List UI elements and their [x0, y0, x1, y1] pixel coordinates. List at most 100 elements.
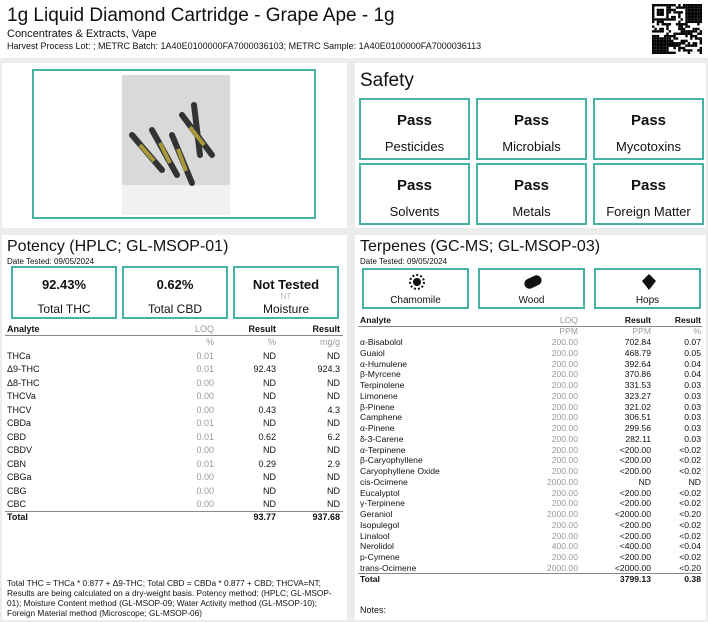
- cell: ND: [327, 472, 340, 483]
- test-status: Pass: [396, 112, 433, 129]
- safety-test: Pass Metals: [476, 163, 587, 225]
- test-name: Solvents: [389, 204, 440, 219]
- cell: ND: [327, 445, 340, 456]
- section-title: Safety: [360, 70, 414, 91]
- safety-test: Pass Pesticides: [359, 98, 470, 160]
- cell: Caryophyllene Oxide: [360, 466, 440, 476]
- cell: 0.03: [684, 390, 701, 401]
- cell: CBGa: [7, 472, 32, 483]
- cell: <200.00: [619, 552, 651, 562]
- header: 1g Liquid Diamond Cartridge - Grape Ape …: [0, 0, 708, 58]
- cell: 200.00: [551, 487, 578, 498]
- subtitle: Concentrates & Extracts, Vape: [7, 28, 157, 40]
- cell: ND: [688, 476, 701, 487]
- safety-test: Pass Solvents: [359, 163, 470, 225]
- cell: 0.00: [196, 498, 214, 509]
- cell: 0.01: [196, 458, 214, 469]
- column-header: Result: [674, 315, 701, 325]
- cell: ND: [263, 391, 276, 402]
- unit: PPM: [559, 326, 578, 336]
- cell: 0.03: [684, 412, 701, 423]
- cell: <0.02: [679, 444, 701, 455]
- cell: 200.00: [551, 423, 578, 433]
- test-status: Pass: [513, 112, 550, 129]
- cell: <0.02: [679, 455, 701, 466]
- safety-test: Pass Microbials: [476, 98, 587, 160]
- cell: 200.00: [551, 552, 578, 562]
- safety-panel: Safety Pass Pesticides Pass Microbials Pass M…: [355, 63, 706, 228]
- cell: 392.64: [624, 358, 651, 369]
- summary-box: Not Tested NT Moisture: [233, 266, 339, 319]
- cell: <0.02: [679, 487, 701, 498]
- cell: 0.03: [684, 433, 701, 444]
- qr-code: [652, 4, 702, 54]
- aroma-icon: [409, 274, 425, 290]
- batch-info: Harvest Process Lot: ; METRC Batch: 1A40…: [7, 41, 482, 51]
- cell: 702.84: [624, 337, 651, 347]
- cell: 200.00: [551, 466, 578, 476]
- cell: ND: [327, 351, 340, 361]
- cell: 92.43: [253, 364, 276, 375]
- cell: 0.43: [258, 404, 276, 415]
- cell: <200.00: [619, 530, 651, 541]
- cell: 0.62: [258, 431, 276, 442]
- cell: 0.07: [684, 337, 701, 347]
- cell: α-Bisabolol: [360, 337, 403, 347]
- cell: 200.00: [551, 380, 578, 390]
- cell: 200.00: [551, 390, 578, 401]
- column-header: Result: [248, 324, 276, 334]
- cell: <200.00: [619, 444, 651, 455]
- cell: <0.02: [679, 519, 701, 530]
- cell: <0.20: [679, 509, 701, 519]
- cell: Geraniol: [360, 509, 393, 519]
- potency-panel: Potency (HPLC; GL-MSOP-01) Date Tested: …: [2, 235, 347, 620]
- cell: α-Terpinene: [360, 444, 406, 455]
- cell: <200.00: [619, 519, 651, 530]
- aroma-box: Hops: [594, 268, 701, 309]
- aroma-icon: [524, 275, 542, 289]
- cell: ND: [263, 445, 276, 456]
- cell: ND: [263, 485, 276, 496]
- footnote: Results are being calculated on a dry-we…: [7, 588, 332, 598]
- cell: 200.00: [551, 433, 578, 444]
- cell: CBD: [7, 431, 27, 442]
- summary-box: 92.43% Total THC: [11, 266, 117, 319]
- cell: 0.03: [684, 423, 701, 433]
- cell: 0.00: [196, 391, 214, 402]
- cell: 0.01: [196, 351, 214, 361]
- cell: ND: [263, 351, 276, 361]
- notes: Notes:: [360, 605, 387, 615]
- cell: 200.00: [551, 444, 578, 455]
- cell: Nerolidol: [360, 541, 394, 552]
- cell: γ-Terpinene: [360, 498, 405, 509]
- cell: CBC: [7, 498, 27, 509]
- safety-test: Pass Mycotoxins: [593, 98, 704, 160]
- cell: 400.00: [551, 541, 578, 552]
- total-cell: 3799.13: [619, 573, 651, 584]
- cell: 0.01: [196, 364, 214, 375]
- column-header: LOQ: [194, 324, 214, 334]
- cell: <0.02: [679, 466, 701, 476]
- cell: <0.04: [679, 541, 701, 552]
- column-header: Analyte: [360, 315, 392, 325]
- cell: ND: [263, 498, 276, 509]
- total-cell: 0.38: [684, 573, 701, 584]
- cell: ND: [263, 472, 276, 483]
- test-status: Pass: [630, 112, 667, 129]
- cell: 0.00: [196, 485, 214, 496]
- cell: CBDV: [7, 445, 33, 456]
- cell: <2000.00: [614, 509, 651, 519]
- image-frame: [32, 69, 316, 219]
- cell: ND: [327, 377, 340, 388]
- cell: β-Caryophyllene: [360, 455, 423, 466]
- aroma-icon: [642, 274, 656, 290]
- cell: 0.01: [196, 431, 214, 442]
- summary-label: Moisture: [262, 302, 309, 316]
- summary-code: NT: [280, 292, 292, 301]
- product-photo: [122, 75, 230, 215]
- summary-value: 0.62%: [156, 277, 194, 292]
- cell: 0.29: [258, 458, 276, 469]
- footnote: 01); Moisture Content method (GL-MSOP-09…: [7, 598, 318, 608]
- cell: 0.03: [684, 380, 701, 390]
- cell: α-Humulene: [360, 358, 408, 369]
